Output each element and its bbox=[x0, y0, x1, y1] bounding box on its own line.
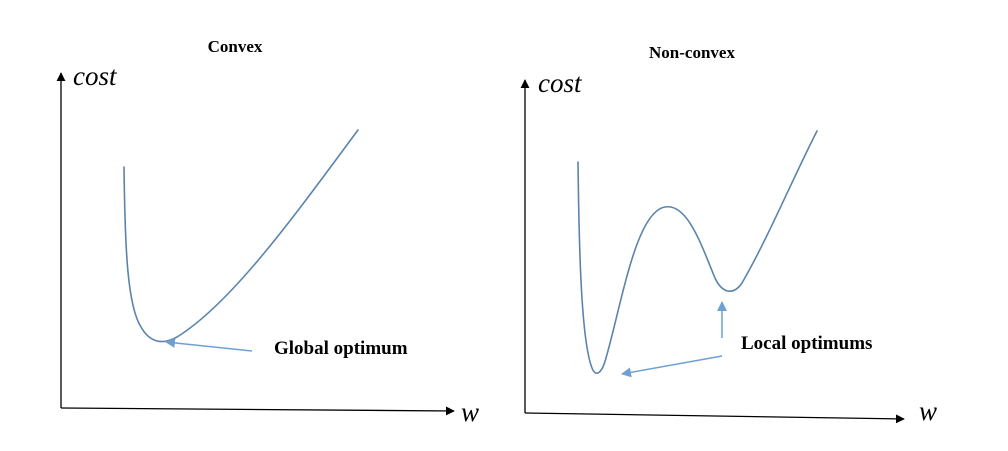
local-optimums-label: Local optimums bbox=[741, 333, 872, 354]
nonconvex-title: Non-convex bbox=[649, 43, 735, 62]
local-optimum-arrow-left bbox=[621, 355, 723, 378]
nonconvex-x-axis-label: w bbox=[919, 396, 937, 426]
nonconvex-y-axis-label: cost bbox=[538, 68, 583, 98]
global-optimum-arrow bbox=[165, 337, 253, 352]
nonconvex-x-axis bbox=[524, 412, 905, 424]
convex-panel: Convex cost w Global optimum bbox=[56, 37, 479, 427]
convex-x-axis-label: w bbox=[461, 397, 479, 427]
global-optimum-label: Global optimum bbox=[274, 338, 408, 359]
convex-cost-curve bbox=[123, 129, 359, 343]
nonconvex-cost-curve bbox=[577, 130, 818, 374]
convex-y-axis-label: cost bbox=[73, 61, 118, 91]
nonconvex-panel: Non-convex cost w Local optimums bbox=[520, 43, 937, 426]
convex-title: Convex bbox=[208, 37, 263, 56]
convex-x-axis bbox=[60, 406, 455, 416]
